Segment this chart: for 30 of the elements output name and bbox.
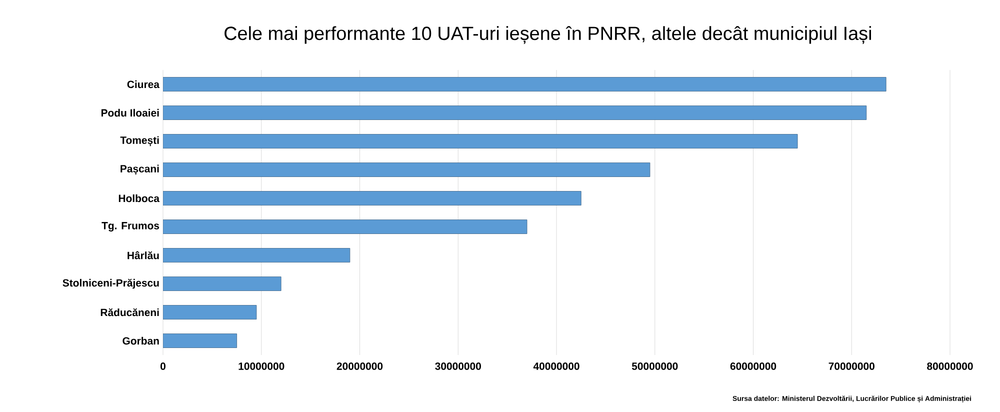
bar: [163, 134, 798, 148]
bar: [163, 77, 886, 92]
y-tick-label: Podu Iloaiei: [101, 108, 159, 117]
bar: [163, 334, 237, 348]
y-tick-label: Ciurea: [127, 80, 160, 88]
bar: [163, 220, 528, 234]
bar: [163, 248, 350, 262]
x-tick-label: 40000000: [533, 362, 580, 370]
x-tick-label: 60000000: [730, 362, 776, 370]
x-tick-label: 80000000: [927, 362, 973, 370]
bar: [163, 191, 582, 206]
y-tick-label: Tomești: [120, 136, 159, 146]
bar: [163, 305, 257, 320]
y-tick-label: Hârlău: [128, 251, 159, 260]
y-tick-label: Gorban: [122, 336, 159, 345]
chart-title: Cele mai performante 10 UAT-uri ieșene în PNRR, altele decât municipiul Iași: [224, 26, 871, 44]
y-tick-label: Holboca: [118, 194, 160, 202]
x-tick-label: 50000000: [632, 362, 678, 370]
y-tick-label: Tg. Frumos: [102, 222, 160, 232]
bar: [163, 276, 282, 291]
x-tick-label: 20000000: [336, 362, 383, 370]
y-tick-label: Stolniceni-Prăjescu: [62, 278, 159, 289]
x-tick-label: 30000000: [435, 362, 481, 370]
x-tick-label: 10000000: [238, 362, 284, 370]
bar: [163, 162, 650, 177]
bar: [163, 106, 867, 120]
x-tick-label: 70000000: [828, 362, 874, 370]
x-tick-label: 0: [160, 362, 166, 370]
y-tick-label: Răducăneni: [100, 308, 159, 316]
y-tick-label: Pașcani: [120, 164, 159, 175]
